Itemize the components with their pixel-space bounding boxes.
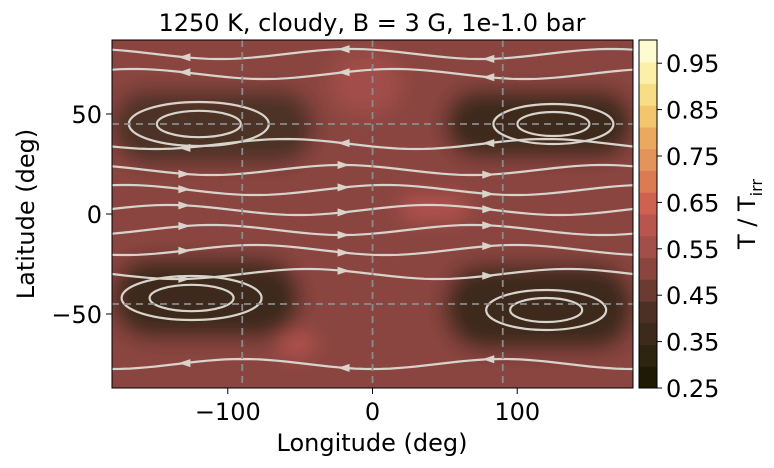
streamline-arrow-3-2	[482, 221, 495, 230]
colorbar-segment	[639, 83, 657, 106]
streamline-arrow-2-1	[337, 248, 350, 257]
colorbar-tick-label: 0.25	[666, 375, 719, 403]
colorbar-tick-label: 0.55	[666, 236, 719, 264]
streamline-2	[112, 243, 633, 257]
streamline-arrow-9-1	[337, 45, 350, 54]
colorbar-segment	[639, 148, 657, 171]
x-axis-label: Longitude (deg)	[277, 429, 468, 457]
streamline-arrow-7-1	[337, 139, 350, 148]
y-tick-label: 0	[87, 201, 102, 229]
x-axis: −100 0 100	[195, 388, 540, 426]
streamline-arrow-5-2	[482, 189, 495, 198]
streamline-arrow-4-1	[337, 208, 350, 217]
colorbar-label-sub: irr	[747, 179, 766, 197]
colorbar-tick-label: 0.65	[666, 189, 719, 217]
x-tick-label: 0	[365, 398, 380, 426]
streamline-arrow-2-2	[482, 242, 495, 251]
streamline-arrow-1-2	[482, 271, 495, 280]
colorbar-label: T / Tirr	[733, 179, 766, 250]
vortex-loop-2-1	[148, 283, 235, 313]
colorbar-segment	[639, 192, 657, 215]
colorbar-segment	[639, 344, 657, 367]
colorbar-segment	[639, 40, 657, 63]
streamline-arrow-0-1	[337, 363, 350, 372]
streamline-arrow-0-2	[482, 355, 495, 364]
colorbar-segment	[639, 279, 657, 302]
temp-region-equatorial-band	[112, 170, 633, 264]
colorbar-tick-label: 0.95	[666, 50, 719, 78]
temp-region-warm-spot-sw	[278, 334, 315, 354]
streamline-arrow-9-2	[482, 54, 495, 63]
x-tick-label: −100	[195, 398, 261, 426]
streamline-arrow-4-2	[482, 205, 495, 214]
streamline-arrow-8-1	[337, 68, 350, 77]
colorbar-segment	[639, 257, 657, 280]
temp-region-warm-spot-eq	[401, 198, 467, 218]
colorbar-tick-label: 0.85	[666, 97, 719, 125]
streamline-arrow-6-2	[482, 170, 495, 179]
streamline-arrow-8-2	[482, 73, 495, 82]
vortex-loop-3-1	[509, 296, 584, 324]
streamline-arrow-6-0	[178, 169, 191, 178]
colorbar-segment	[639, 127, 657, 150]
plot-area	[112, 40, 633, 388]
vortex-loop-2-0	[120, 274, 263, 322]
svg-text:T / Tirr: T / Tirr	[733, 179, 766, 250]
temp-region-cold-vortex-nw	[112, 90, 315, 164]
colorbar-segment	[639, 235, 657, 258]
y-axis-label: Latitude (deg)	[12, 129, 40, 299]
streamline-arrow-3-0	[178, 222, 191, 231]
colorbar-label-main: T / T	[733, 196, 761, 250]
streamline-arrow-0-0	[178, 359, 191, 368]
colorbar-tick-label: 0.35	[666, 329, 719, 357]
colorbar-segment	[639, 322, 657, 345]
streamline-arrow-5-1	[337, 183, 350, 192]
colorbar-segment	[639, 214, 657, 237]
colorbar: 0.95 0.85 0.75 0.65 0.55 0.45 0.35 0.25	[638, 39, 719, 403]
chart-title: 1250 K, cloudy, B = 3 G, 1e-1.0 bar	[158, 9, 585, 37]
streamline-arrow-8-0	[178, 68, 191, 77]
streamline-arrow-3-1	[337, 230, 350, 239]
streamline-arrow-2-0	[178, 246, 191, 255]
y-tick-label: −50	[51, 301, 102, 329]
streamline-arrow-7-2	[482, 139, 495, 148]
y-axis: 50 0 −50	[51, 101, 112, 329]
vortex-loop-0-1	[155, 109, 242, 139]
temp-region-hot-dayside-north	[329, 54, 402, 114]
vortex-loop-3-0	[485, 288, 608, 332]
reference-lines	[112, 40, 633, 388]
streamline-arrow-9-0	[178, 53, 191, 62]
colorbar-segment	[639, 301, 657, 324]
y-tick-label: 50	[71, 101, 102, 129]
colorbar-frame	[638, 39, 658, 389]
streamline-arrow-1-1	[337, 266, 350, 275]
colorbar-tick-label: 0.45	[666, 282, 719, 310]
streamline-arrow-6-1	[337, 161, 350, 170]
streamline-arrow-4-0	[178, 201, 191, 210]
colorbar-segment	[639, 61, 657, 84]
colorbar-tick-label: 0.75	[666, 143, 719, 171]
x-tick-label: 100	[494, 398, 540, 426]
streamline-9	[112, 47, 633, 61]
streamline-arrow-5-0	[178, 185, 191, 194]
vortex-loop-1-0	[492, 102, 615, 146]
colorbar-segment	[639, 366, 657, 389]
colorbar-segment	[639, 170, 657, 193]
colorbar-segment	[639, 105, 657, 128]
vortex-loop-1-1	[516, 110, 591, 138]
temp-region-cold-vortex-se	[444, 264, 633, 350]
